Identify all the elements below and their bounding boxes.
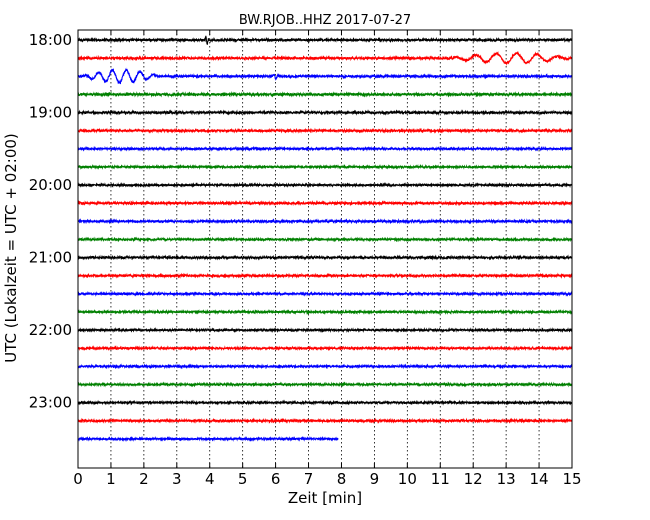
y-tick-label: 21:00 — [29, 249, 72, 267]
y-axis-label: UTC (Lokalzeit = UTC + 02:00) — [2, 133, 20, 363]
x-tick-label: 2 — [139, 470, 149, 488]
x-tick-label: 0 — [73, 470, 83, 488]
trace-line — [77, 109, 573, 116]
chart-title: BW.RJOB..HHZ 2017-07-27 — [239, 13, 411, 28]
trace-line — [77, 218, 573, 225]
trace-group — [77, 35, 573, 442]
x-tick-label: 3 — [172, 470, 182, 488]
plot-frame — [77, 29, 573, 469]
y-tick-label: 22:00 — [29, 321, 72, 339]
axis-ticks: 0 1 2 3 4 5 6 7 8 9 10 11 12 13 14 1518:0019:0020:0021:… — [29, 30, 582, 488]
x-tick-label: 13 — [497, 470, 516, 488]
trace-line — [77, 417, 573, 424]
trace-line — [77, 290, 573, 297]
x-tick-label: 4 — [205, 470, 215, 488]
trace-line — [77, 50, 573, 66]
x-tick-label: 10 — [398, 470, 417, 488]
trace-line — [77, 399, 573, 406]
y-tick-label: 18:00 — [29, 31, 72, 49]
trace-line — [77, 272, 573, 279]
trace-line — [77, 236, 573, 243]
y-tick-label: 20:00 — [29, 176, 72, 194]
x-tick-label: 12 — [464, 470, 483, 488]
y-tick-label: 23:00 — [29, 394, 72, 412]
x-tick-label: 8 — [337, 470, 347, 488]
x-tick-label: 11 — [431, 470, 450, 488]
trace-line — [77, 163, 573, 170]
trace-line — [77, 199, 573, 207]
x-tick-label: 5 — [238, 470, 248, 488]
x-tick-label: 14 — [530, 470, 549, 488]
trace-line — [77, 435, 339, 442]
trace-line — [77, 35, 573, 45]
x-tick-label: 6 — [271, 470, 281, 488]
trace-line — [77, 181, 573, 189]
trace-line — [77, 145, 573, 152]
trace-line — [77, 308, 573, 315]
trace-line — [77, 327, 573, 334]
x-tick-label: 9 — [370, 470, 380, 488]
y-tick-label: 19:00 — [29, 104, 72, 122]
x-tick-label: 1 — [106, 470, 116, 488]
trace-line — [77, 363, 573, 370]
trace-line — [77, 90, 573, 98]
trace-line — [77, 127, 573, 134]
x-tick-label: 7 — [304, 470, 314, 488]
grid-lines — [110, 30, 540, 468]
trace-line — [77, 381, 573, 388]
trace-line — [77, 345, 573, 352]
trace-line — [77, 67, 573, 85]
trace-line — [77, 254, 573, 261]
x-tick-label: 15 — [562, 470, 581, 488]
x-axis-label: Zeit [min] — [288, 489, 362, 507]
